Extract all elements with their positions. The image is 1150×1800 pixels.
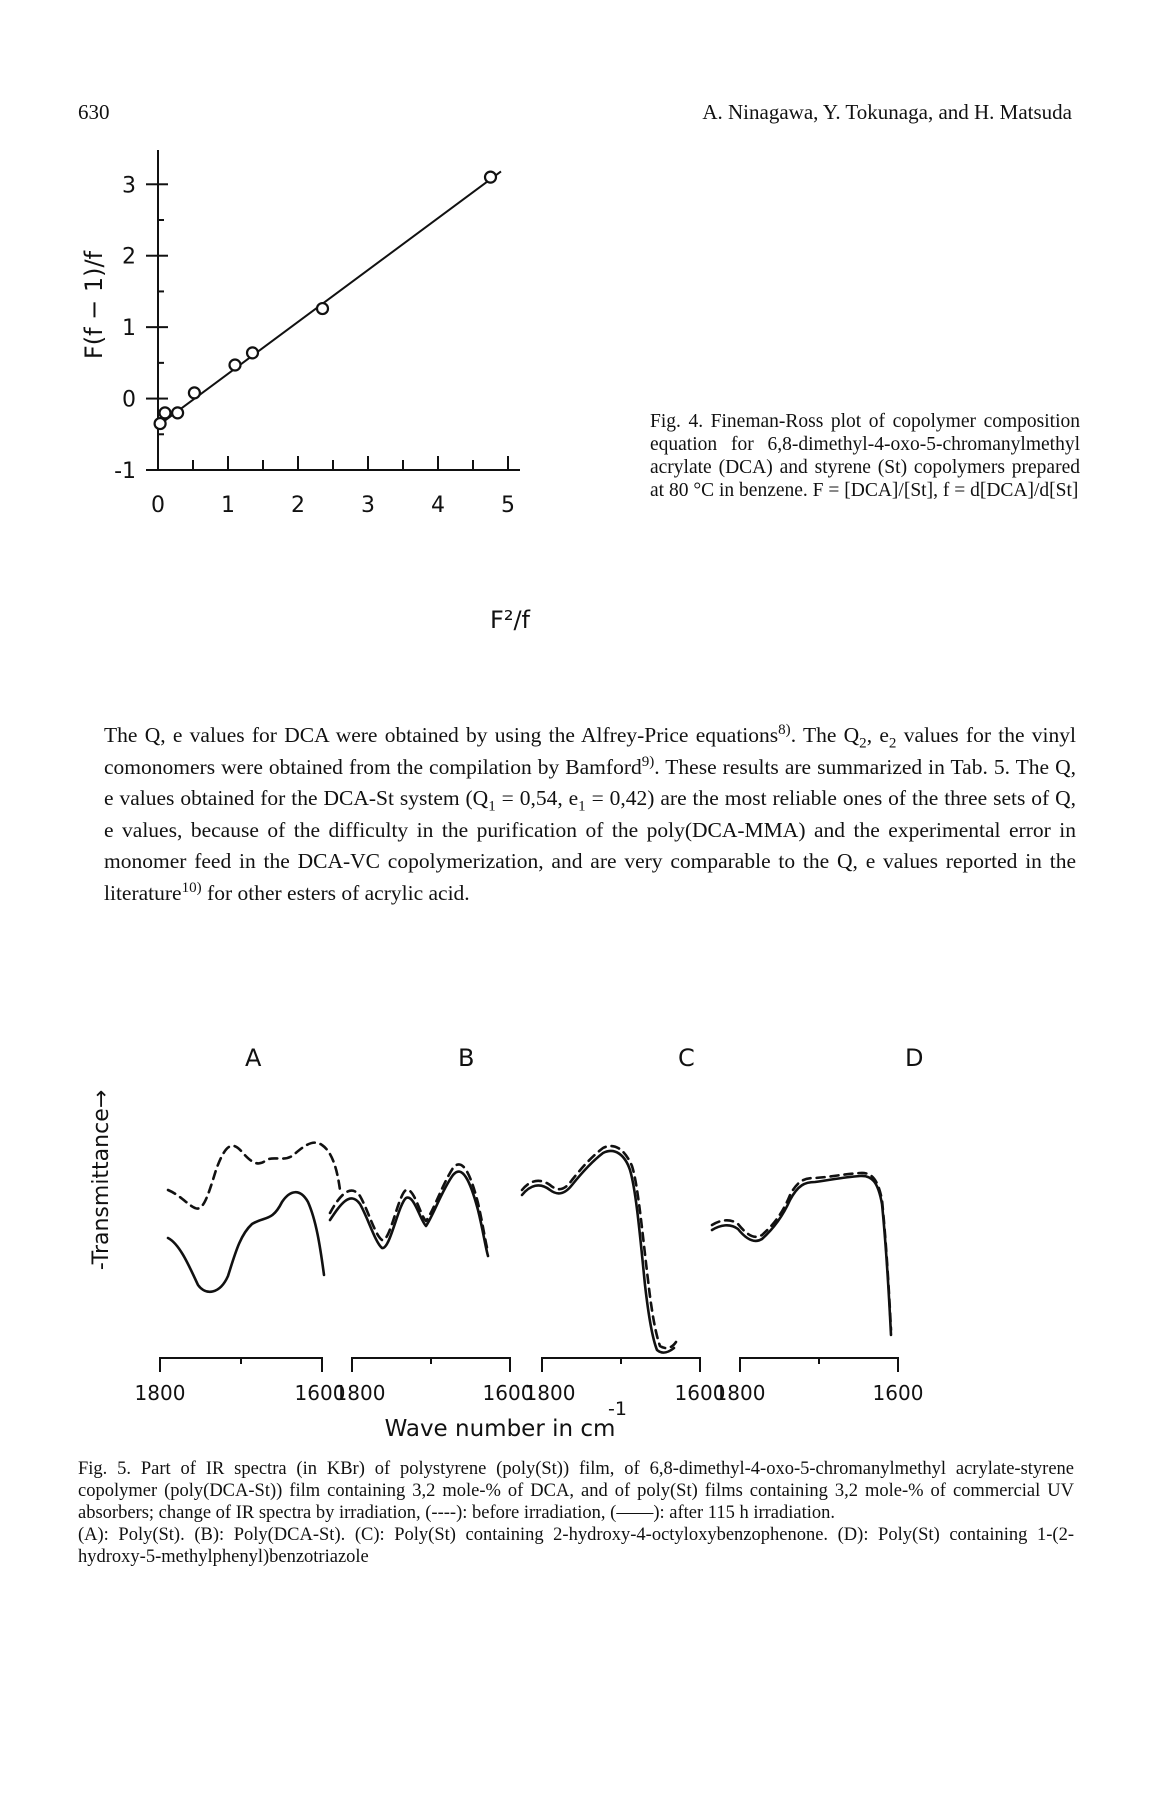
y-tick-label: 1 [122, 316, 136, 341]
panel-label-d: D [905, 1044, 923, 1072]
text-run: for other esters of acrylic acid. [201, 880, 470, 905]
page-number: 630 [78, 100, 110, 124]
reference-10: 10) [181, 879, 202, 896]
y-tick-label: 0 [122, 388, 136, 413]
tick-label: 1800 [525, 1381, 576, 1405]
tick-label: 1800 [135, 1381, 186, 1405]
subscript: 1 [488, 798, 496, 815]
data-point [153, 416, 167, 431]
y-tick-label: -1 [114, 459, 136, 484]
spectrum-c-before [520, 1144, 678, 1350]
spectrum-a-after [166, 1190, 326, 1294]
figure-4-caption: Fig. 4. Fineman-Ross plot of copolymer c… [650, 411, 1080, 501]
x-axis-label: F²/f [490, 606, 531, 634]
subscript: 1 [578, 798, 586, 815]
data-point [245, 346, 260, 360]
panel-label-c: C [678, 1044, 695, 1072]
caption-paragraph: (A): Poly(St). (B): Poly(DCA-St). (C): P… [78, 1525, 1074, 1567]
data-point [170, 406, 185, 420]
x-tick-label: 2 [291, 493, 305, 518]
panel-label-b: B [458, 1044, 474, 1072]
spectrum-c-after [520, 1149, 676, 1354]
x-axis-c [541, 1357, 701, 1372]
running-head-authors: A. Ninagawa, Y. Tokunaga, and H. Matsuda [702, 100, 1072, 124]
reference-9: 9) [641, 753, 655, 770]
data-point [483, 170, 498, 184]
data-point [158, 406, 172, 420]
y-tick-label: 2 [122, 245, 136, 270]
text-run: = 0,42) are the most reliable ones of th… [104, 786, 1077, 905]
y-tick-label: 3 [122, 173, 136, 198]
tick-label: 1600 [675, 1381, 726, 1405]
subscript: 2 [859, 735, 867, 752]
x-axis-a [159, 1357, 323, 1372]
spectrum-a-before [166, 1141, 342, 1210]
figure-5-caption: Fig. 5. Part of IR spectra (in KBr) of p… [78, 1458, 1074, 1568]
page-header: 630 A. Ninagawa, Y. Tokunaga, and H. Mat… [78, 100, 1072, 130]
tick-label: 1600 [873, 1381, 924, 1405]
fit-line [157, 170, 502, 427]
x-tick-label: 0 [151, 493, 165, 518]
subscript: 2 [888, 735, 897, 752]
x-axis-b [351, 1357, 511, 1372]
spectrum-d-after [710, 1174, 893, 1337]
x-axis-label: Wave number in cm [385, 1416, 616, 1440]
caption-paragraph: Fig. 5. Part of IR spectra (in KBr) of p… [78, 1459, 1074, 1523]
spectrum-b-after [328, 1170, 490, 1258]
tick-label: 1800 [335, 1381, 386, 1405]
y-axis-label: F(f − 1)/f [80, 250, 108, 359]
data-point [315, 301, 330, 316]
text-run: . The Q [790, 723, 860, 747]
tick-label: 1600 [483, 1381, 534, 1405]
text-run: , e [866, 723, 889, 747]
text-run: values for the vinyl comonomers were obt… [104, 723, 1076, 779]
data-point [187, 386, 201, 400]
reference-8: 8) [778, 721, 791, 738]
x-tick-label: 1 [221, 493, 235, 518]
ir-spectra-figure: -Transmittance→ A B C D 1800 1600 1800 1… [89, 1044, 924, 1440]
spectrum-d-before [710, 1171, 893, 1332]
data-point [228, 358, 242, 372]
text-run: = 0,54, e [495, 786, 579, 810]
text-run: . These results are summarized in Tab. 5… [104, 754, 1076, 811]
panel-label-a: A [245, 1044, 262, 1072]
x-tick-label: 4 [431, 493, 445, 518]
spectrum-b-before [328, 1163, 490, 1254]
text-run: The Q, e values for DCA were obtained by… [104, 723, 779, 747]
x-axis-d [739, 1357, 899, 1372]
x-tick-label: 5 [501, 493, 515, 518]
y-axis-label: -Transmittance→ [89, 1090, 114, 1270]
tick-label: 1600 [295, 1381, 346, 1405]
fineman-ross-plot: -1 0 1 2 3 0 1 2 3 4 5 F(f − 1)/f F²/f [80, 150, 531, 634]
body-paragraph: The Q, e values for DCA were obtained by… [104, 720, 1076, 909]
tick-label: 1800 [715, 1381, 766, 1405]
x-tick-label: 3 [361, 493, 375, 518]
x-axis-exponent: -1 [608, 1398, 627, 1420]
